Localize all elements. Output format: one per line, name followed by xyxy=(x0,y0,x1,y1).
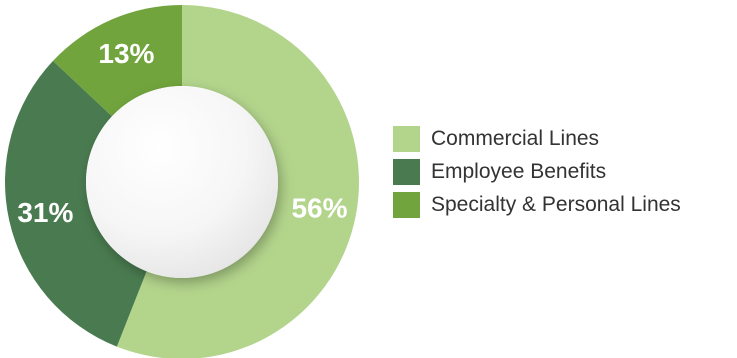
legend-label-commercial-lines: Commercial Lines xyxy=(431,127,600,150)
slice-specialty-personal-lines xyxy=(52,5,183,117)
slice-value-label-employee-benefits: 31% xyxy=(17,197,73,228)
slice-value-label-specialty-personal-lines: 13% xyxy=(98,38,154,69)
legend-swatch-specialty-personal-lines xyxy=(393,192,420,218)
legend-label-specialty-personal-lines: Specialty & Personal Lines xyxy=(431,193,681,216)
legend-item-employee-benefits: Employee Benefits xyxy=(393,159,681,185)
slice-commercial-lines xyxy=(116,5,359,358)
donut-chart: 56% 31% 13% xyxy=(4,5,359,358)
legend-label-employee-benefits: Employee Benefits xyxy=(431,160,607,183)
legend-swatch-commercial-lines xyxy=(393,126,420,152)
donut-hole xyxy=(86,86,278,278)
slice-employee-benefits xyxy=(4,60,147,347)
legend: Commercial Lines Employee Benefits Speci… xyxy=(393,126,681,225)
legend-swatch-employee-benefits xyxy=(393,159,420,185)
legend-item-commercial-lines: Commercial Lines xyxy=(393,126,681,152)
slice-value-label-commercial-lines: 56% xyxy=(291,193,347,224)
legend-item-specialty-personal-lines: Specialty & Personal Lines xyxy=(393,192,681,218)
